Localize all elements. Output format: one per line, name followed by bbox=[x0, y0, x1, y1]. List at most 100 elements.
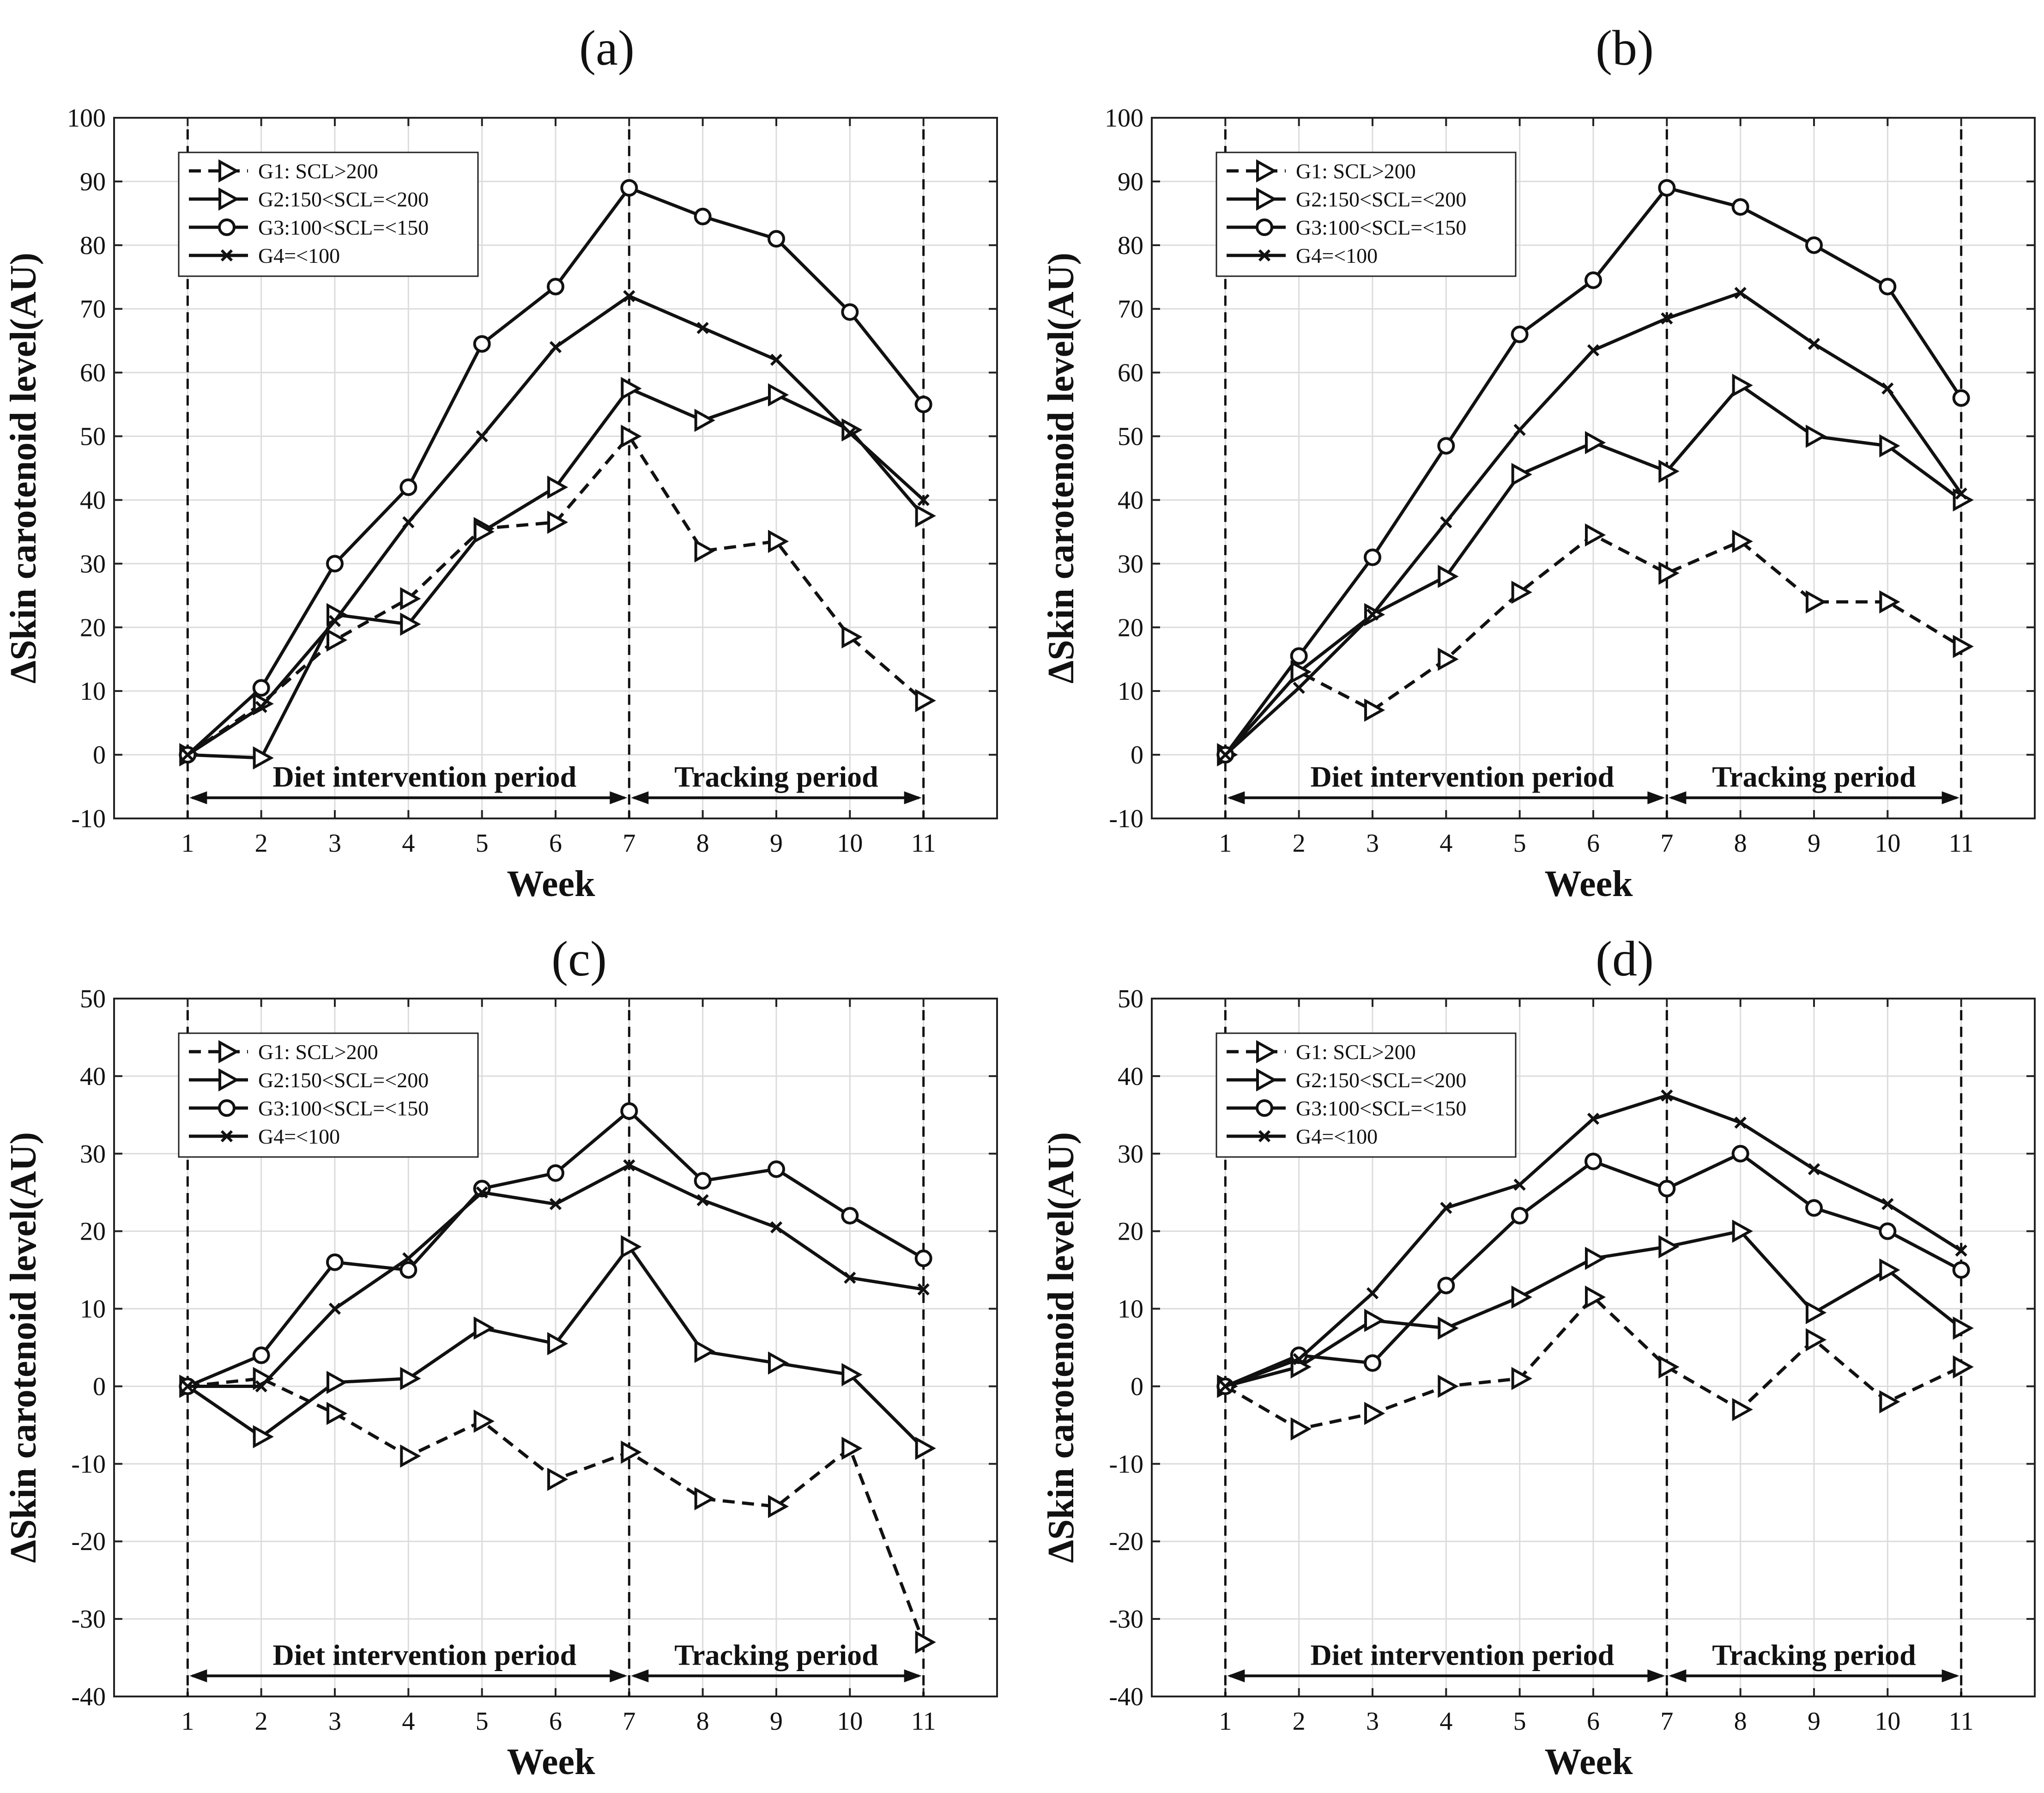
y-tick-label: 100 bbox=[67, 104, 106, 133]
tracking-period-label: Tracking period bbox=[674, 1638, 878, 1671]
data-point-s4-w3 bbox=[328, 1302, 341, 1315]
legend-marker-2 bbox=[1256, 1068, 1277, 1092]
data-point-s4-w7 bbox=[623, 290, 635, 303]
legend-label-3: G3:100<SCL=<150 bbox=[258, 216, 429, 239]
data-point-s4-w11 bbox=[1955, 487, 1967, 500]
data-point-s1-w7 bbox=[621, 1441, 642, 1464]
data-point-s1-w11 bbox=[1953, 635, 1974, 658]
data-point-s4-w7 bbox=[623, 1159, 635, 1172]
data-point-s1-w7 bbox=[621, 424, 642, 448]
legend-label-2: G2:150<SCL=<200 bbox=[1296, 188, 1466, 211]
intervention-arrow-head-right bbox=[610, 1669, 628, 1683]
data-point-s1-w10 bbox=[841, 1436, 863, 1460]
y-tick-label: -40 bbox=[1109, 1683, 1143, 1711]
data-point-s4-w11 bbox=[917, 494, 930, 506]
data-point-s2-w6 bbox=[1585, 1247, 1606, 1270]
y-axis-label: ΔSkin carotenoid level(AU) bbox=[3, 1132, 44, 1563]
data-point-s4-w5 bbox=[476, 1186, 488, 1199]
y-axis-label: ΔSkin carotenoid level(AU) bbox=[3, 253, 44, 684]
tracking-arrow-head-right bbox=[904, 1669, 922, 1683]
data-point-s4-w11 bbox=[1955, 1244, 1967, 1257]
data-point-s3-w2 bbox=[252, 679, 270, 697]
series-line-1 bbox=[1224, 1295, 1962, 1431]
y-tick-label: -10 bbox=[71, 1450, 106, 1478]
x-tick-label: 10 bbox=[1875, 1707, 1900, 1736]
data-point-s4-w3 bbox=[328, 615, 341, 627]
x-tick-label: 3 bbox=[328, 829, 341, 858]
data-point-s4-w6 bbox=[1587, 344, 1600, 357]
legend-label-4: G4=<100 bbox=[258, 244, 340, 267]
x-tick-label: 4 bbox=[402, 829, 415, 858]
data-point-s4-w10 bbox=[1881, 1198, 1894, 1211]
legend: G1: SCL>200 G2:150<SCL=<200 G3:100<SCL=<15… bbox=[1216, 151, 1517, 277]
legend-marker-1 bbox=[1256, 1040, 1277, 1064]
data-point-s4-w6 bbox=[549, 1198, 562, 1211]
x-tick-label: 10 bbox=[1875, 829, 1900, 858]
data-point-s2-w5 bbox=[473, 520, 495, 544]
y-tick-label: 100 bbox=[1105, 104, 1143, 133]
data-point-s3-w9 bbox=[768, 230, 785, 248]
data-point-s4-w9 bbox=[770, 353, 783, 366]
legend-marker-3 bbox=[1256, 218, 1273, 236]
data-point-s4-w2 bbox=[1293, 1353, 1305, 1365]
y-tick-label: 10 bbox=[1118, 1295, 1143, 1324]
data-point-s4-w5 bbox=[1513, 1178, 1526, 1191]
data-point-s2-w5 bbox=[1511, 1285, 1532, 1309]
y-tick-label: 50 bbox=[1118, 423, 1143, 451]
data-point-s3-w2 bbox=[1290, 647, 1308, 665]
data-point-s1-w4 bbox=[400, 1444, 421, 1468]
y-tick-label: 70 bbox=[80, 295, 106, 324]
data-point-s2-w8 bbox=[1732, 1219, 1753, 1243]
data-point-s3-w4 bbox=[399, 1261, 417, 1279]
chart-panel-d: (d) -40 -30 -20 -10 0 10 20 30 40 50 1 2 3 4 5 6 7 8 9 10 11 W… bbox=[1041, 932, 2036, 1782]
data-point-s1-w3 bbox=[327, 628, 348, 652]
tracking-arrow-head-left bbox=[631, 1669, 649, 1683]
legend-marker-2 bbox=[218, 1068, 240, 1092]
data-point-s3-w10 bbox=[1879, 278, 1897, 296]
y-tick-label: 0 bbox=[1131, 1372, 1143, 1401]
y-tick-label: -20 bbox=[1109, 1527, 1143, 1556]
data-point-s2-w11 bbox=[915, 504, 936, 528]
data-point-s4-w4 bbox=[402, 1252, 415, 1265]
y-tick-label: 90 bbox=[80, 168, 106, 196]
data-point-s4-w6 bbox=[1587, 1113, 1600, 1125]
y-tick-label: 90 bbox=[1118, 168, 1143, 196]
data-point-s1-w9 bbox=[768, 1495, 789, 1518]
data-point-s1-w8 bbox=[1732, 530, 1753, 553]
data-point-s4-w1 bbox=[1219, 748, 1232, 761]
data-point-s4-w10 bbox=[844, 427, 856, 439]
legend-label-4: G4=<100 bbox=[258, 1125, 340, 1148]
tracking-arrow-head-right bbox=[904, 791, 922, 805]
legend-label-1: G1: SCL>200 bbox=[258, 1040, 378, 1064]
data-point-s4-w2 bbox=[255, 1380, 267, 1393]
legend-label-1: G1: SCL>200 bbox=[258, 159, 378, 183]
data-point-s3-w7 bbox=[1658, 1180, 1676, 1198]
data-point-s3-w9 bbox=[1805, 236, 1823, 254]
x-tick-label: 9 bbox=[770, 1707, 783, 1736]
data-point-s3-w6 bbox=[547, 278, 564, 296]
tracking-arrow-head-left bbox=[1669, 1669, 1687, 1683]
data-point-s1-w10 bbox=[841, 625, 863, 649]
data-point-s1-w8 bbox=[694, 539, 715, 563]
intervention-arrow-head-left bbox=[189, 791, 207, 805]
x-tick-label: 3 bbox=[1366, 1707, 1379, 1736]
legend-marker-3 bbox=[218, 1099, 236, 1117]
legend: G1: SCL>200 G2:150<SCL=<200 G3:100<SCL=<15… bbox=[178, 1032, 479, 1158]
data-point-s1-w8 bbox=[1732, 1398, 1753, 1421]
data-point-s4-w8 bbox=[696, 321, 709, 334]
data-point-s4-w1 bbox=[181, 1380, 194, 1393]
y-tick-label: 20 bbox=[1118, 613, 1143, 642]
data-point-s2-w4 bbox=[1438, 1316, 1459, 1340]
data-point-s3-w11 bbox=[914, 1249, 932, 1267]
data-point-s2-w2 bbox=[253, 1425, 274, 1448]
data-point-s2-w3 bbox=[1364, 1308, 1385, 1332]
x-tick-label: 6 bbox=[549, 1707, 562, 1736]
intervention-arrow-head-left bbox=[1227, 791, 1245, 805]
data-point-s2-w7 bbox=[621, 377, 642, 400]
intervention-period-label: Diet intervention period bbox=[272, 1638, 576, 1671]
legend-label-2: G2:150<SCL=<200 bbox=[1296, 1068, 1466, 1092]
tracking-arrow-head-right bbox=[1941, 791, 1959, 805]
data-point-s1-w6 bbox=[1585, 523, 1606, 547]
data-point-s3-w11 bbox=[914, 395, 932, 413]
